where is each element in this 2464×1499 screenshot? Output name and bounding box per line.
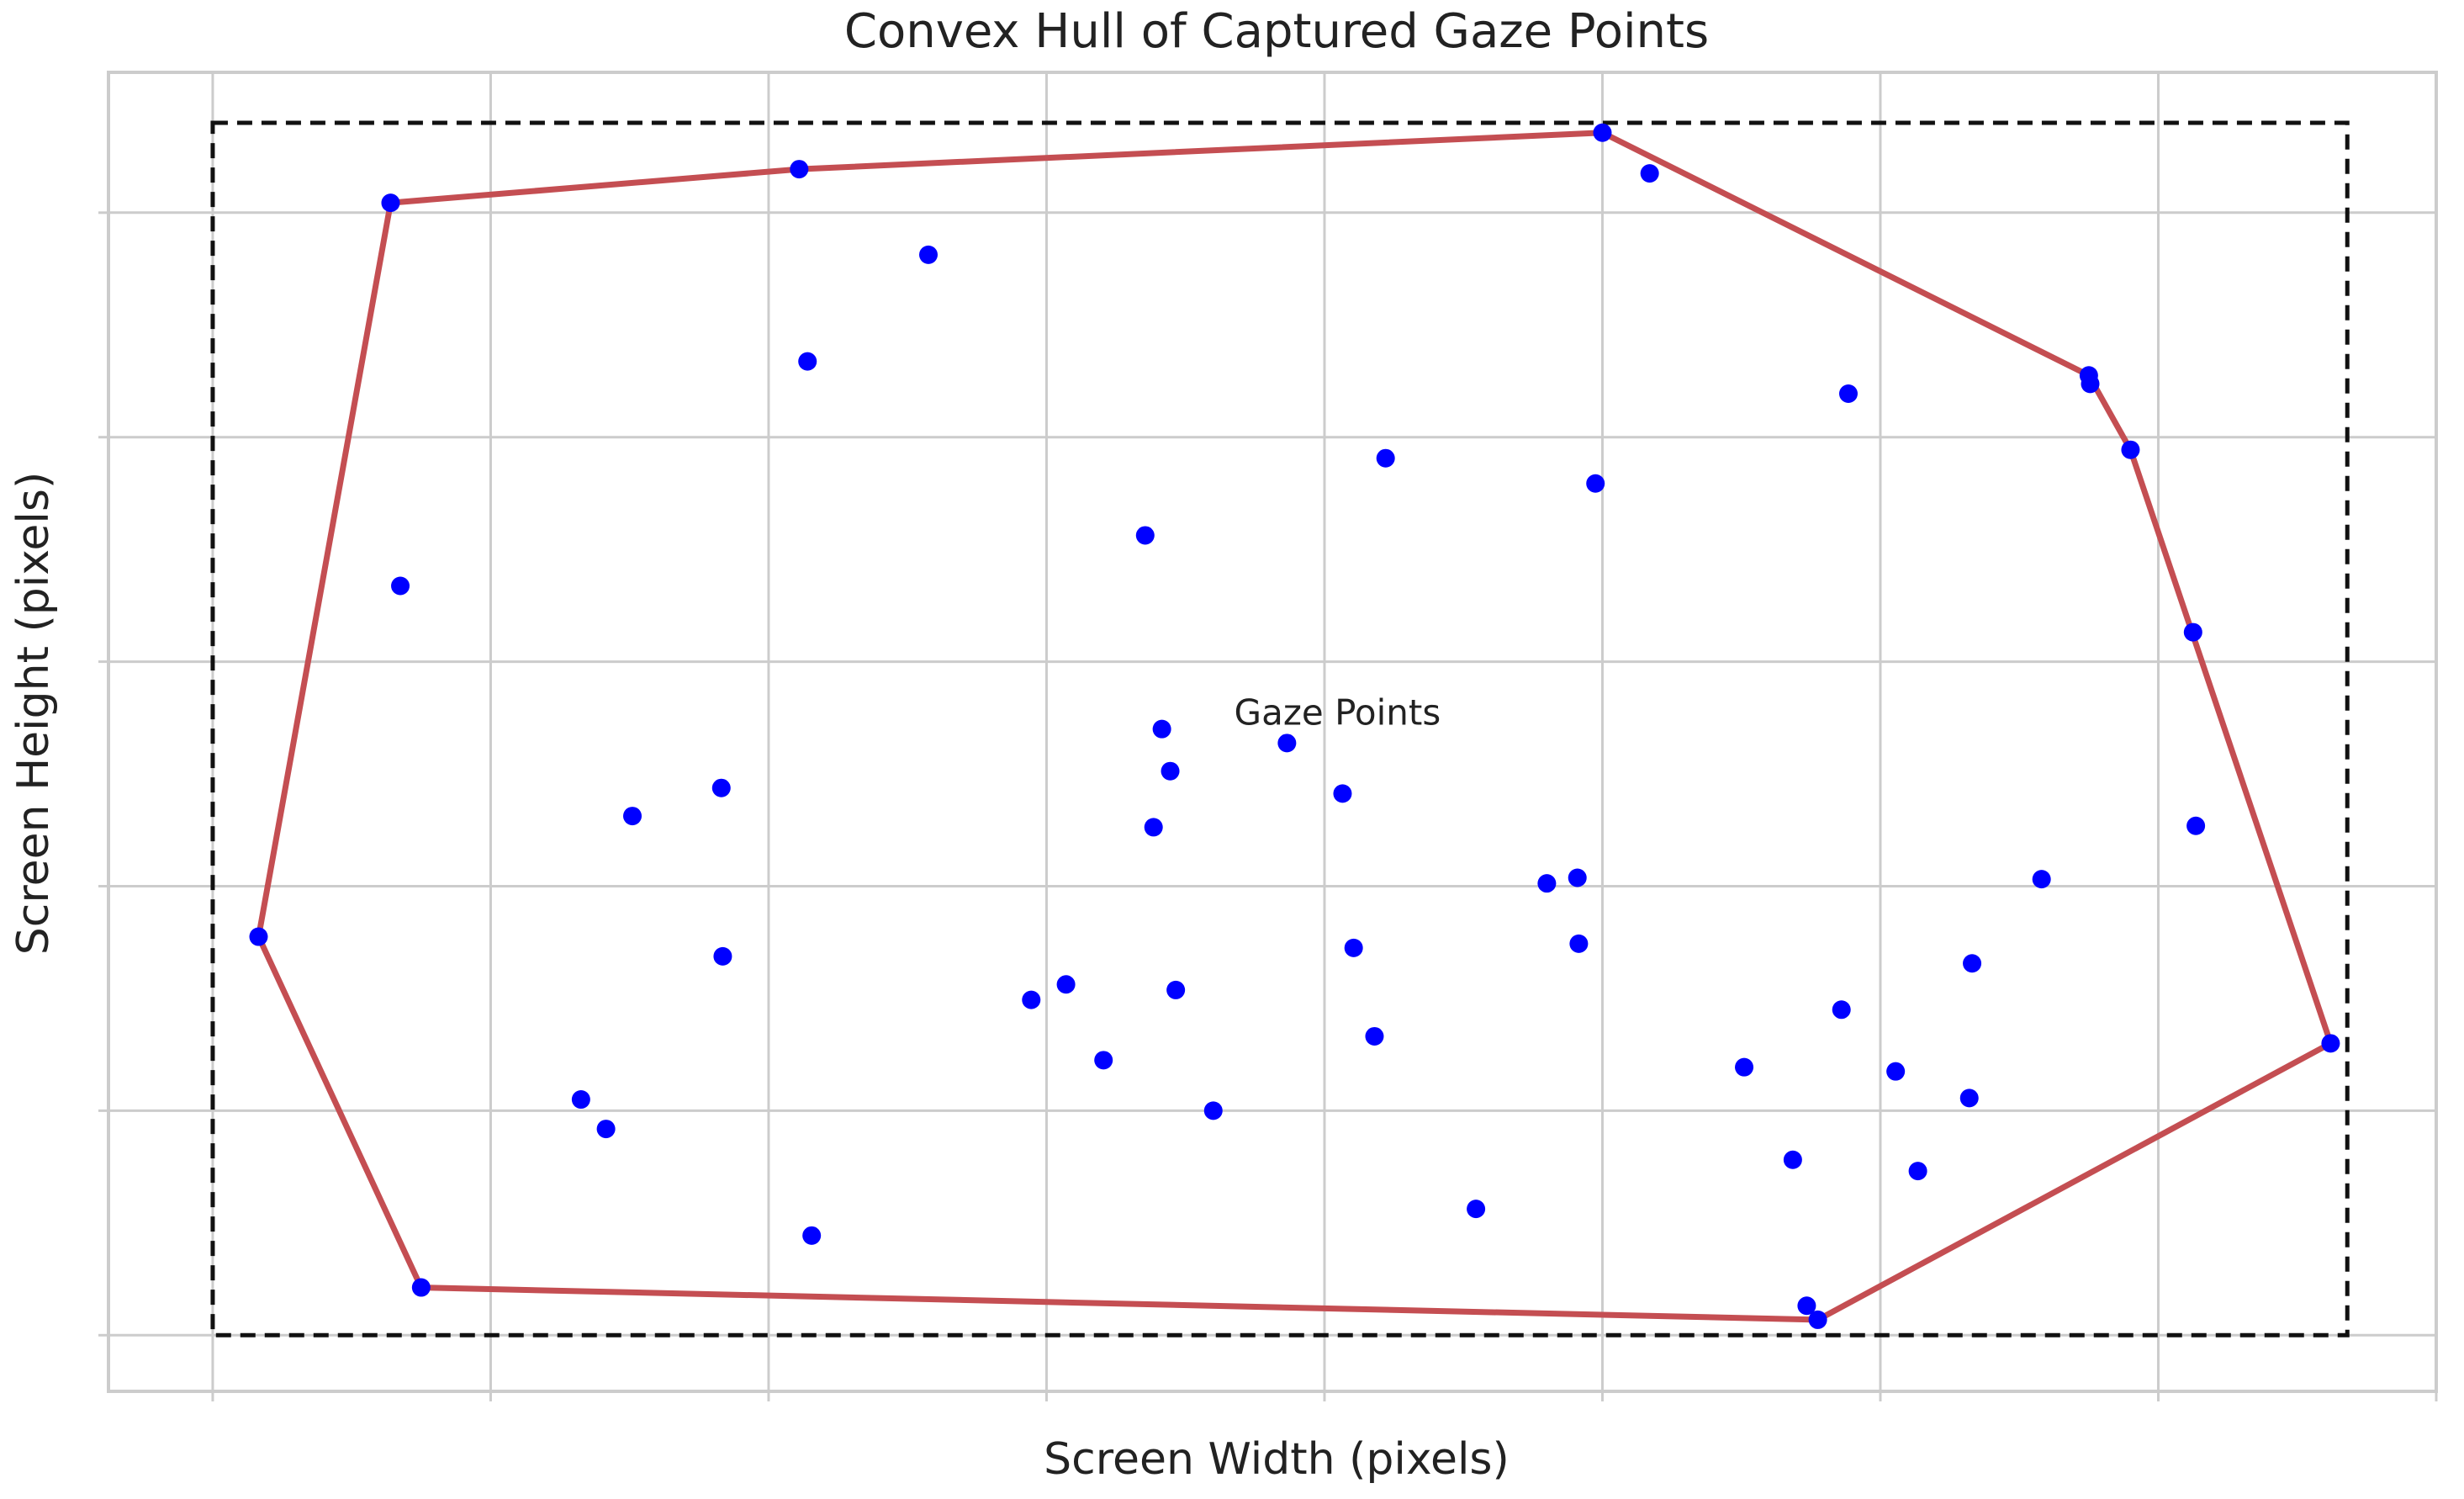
gaze-point bbox=[798, 352, 817, 371]
gaze-point bbox=[1569, 934, 1589, 953]
x-axis-label: Screen Width (pixels) bbox=[1044, 1434, 1510, 1485]
gaze-point bbox=[411, 1278, 431, 1297]
y-axis-label: Screen Height (pixels) bbox=[8, 472, 59, 955]
gaze-point bbox=[1886, 1062, 1906, 1081]
plot-area: Gaze Points bbox=[98, 71, 2438, 1401]
gaze-point bbox=[1568, 868, 1587, 887]
gaze-point bbox=[918, 245, 938, 264]
screen-boundary bbox=[210, 120, 2350, 1337]
gaze-point bbox=[1166, 980, 1186, 999]
gaze-point bbox=[790, 160, 809, 179]
gaze-point bbox=[1735, 1057, 1754, 1077]
gaze-point bbox=[1963, 954, 1982, 973]
gaze-point bbox=[391, 576, 410, 596]
gaze-point bbox=[1797, 1296, 1816, 1316]
gaze-point bbox=[1467, 1200, 1486, 1219]
gaze-point bbox=[1094, 1051, 1113, 1070]
gaze-point bbox=[2186, 816, 2206, 835]
gaze-point bbox=[1365, 1026, 1384, 1046]
gaze-point bbox=[1135, 526, 1155, 545]
gaze-point bbox=[802, 1226, 822, 1245]
gaze-point bbox=[571, 1090, 590, 1110]
gaze-point bbox=[1203, 1101, 1223, 1120]
gaze-point bbox=[1959, 1088, 1979, 1108]
gaze-point bbox=[381, 193, 400, 213]
gaze-point bbox=[2321, 1034, 2340, 1053]
gaze-point bbox=[1376, 448, 1395, 468]
gaze-point bbox=[1344, 938, 1363, 957]
gaze-point bbox=[2121, 440, 2140, 459]
gaze-point bbox=[2081, 374, 2100, 394]
gaze-point bbox=[1832, 1000, 1851, 1020]
chart-title: Convex Hull of Captured Gaze Points bbox=[844, 4, 1709, 59]
gaze-point bbox=[2032, 870, 2051, 889]
gaze-point bbox=[2183, 622, 2202, 642]
gaze-point bbox=[249, 927, 268, 946]
gaze-point bbox=[1783, 1150, 1802, 1169]
gaze-point bbox=[1640, 164, 1659, 183]
gaze-point bbox=[1593, 123, 1612, 142]
gaze-point bbox=[596, 1120, 616, 1139]
gaze-point bbox=[1277, 734, 1297, 753]
gaze-point bbox=[1908, 1162, 1927, 1181]
gaze-point bbox=[623, 807, 642, 826]
gaze-point bbox=[1808, 1310, 1827, 1329]
gaze-point bbox=[1333, 784, 1352, 803]
gaze-point bbox=[1144, 818, 1163, 837]
gaze-point bbox=[711, 778, 731, 797]
gaze-point bbox=[1022, 990, 1041, 1009]
gaze-point bbox=[1161, 761, 1180, 781]
gaze-point bbox=[1152, 719, 1171, 739]
gaze-point bbox=[713, 946, 732, 966]
gaze-point bbox=[1838, 384, 1858, 403]
gaze-point bbox=[1537, 874, 1557, 893]
gaze-point bbox=[1586, 474, 1605, 493]
gaze-point bbox=[1056, 975, 1076, 994]
convex-hull-line bbox=[256, 130, 2334, 1323]
gaze-points-annotation: Gaze Points bbox=[1235, 692, 1441, 734]
